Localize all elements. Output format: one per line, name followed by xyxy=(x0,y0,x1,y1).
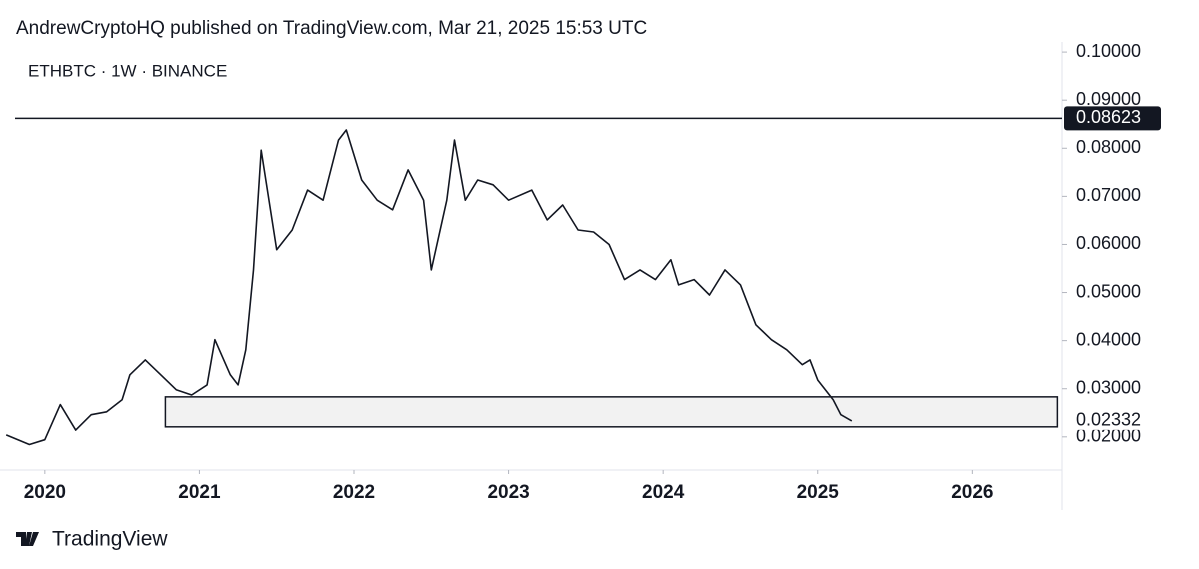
x-tick-label: 2024 xyxy=(642,482,685,503)
last-price-label: 0.02332 xyxy=(1076,410,1141,430)
y-tick-label: 0.02000 xyxy=(1076,426,1141,446)
x-tick-label: 2020 xyxy=(24,482,66,503)
logo xyxy=(16,532,39,546)
y-tick-label: 0.06000 xyxy=(1076,233,1141,253)
y-tick-label: 0.08000 xyxy=(1076,137,1141,157)
y-tick-label: 0.10000 xyxy=(1076,41,1141,61)
x-tick-label: 2026 xyxy=(951,482,993,503)
level-tag xyxy=(1064,106,1161,131)
y-tick-label: 0.05000 xyxy=(1076,281,1141,301)
x-tick-label: 2021 xyxy=(178,482,221,503)
y-tick-label: 0.03000 xyxy=(1076,377,1141,397)
x-tick-label: 2022 xyxy=(333,482,375,503)
y-tick-label: 0.07000 xyxy=(1076,185,1141,205)
x-tick-label: 2025 xyxy=(797,482,840,503)
price-line xyxy=(5,129,853,446)
last-price-tag xyxy=(1064,409,1161,430)
x-tick-label: 2023 xyxy=(487,482,529,503)
zone xyxy=(164,396,1059,428)
y-tick-label: 0.09000 xyxy=(1076,89,1141,109)
level-tag-label: 0.08623 xyxy=(1076,107,1141,127)
y-tick-label: 0.04000 xyxy=(1076,329,1141,349)
brand: TradingView xyxy=(52,528,168,551)
header: AndrewCryptoHQ published on TradingView.… xyxy=(16,18,647,39)
symbol-title: ETHBTC · 1W · BINANCE xyxy=(28,61,227,80)
